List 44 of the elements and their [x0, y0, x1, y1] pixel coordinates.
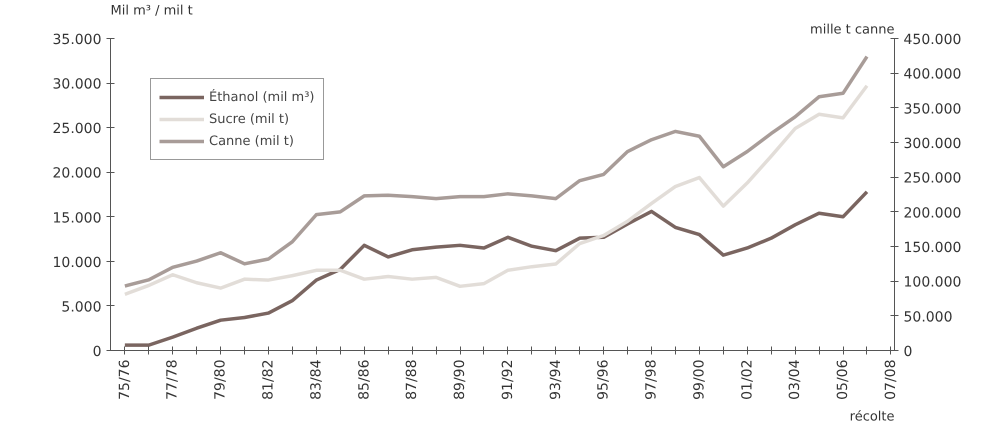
y-tick-label: 0: [92, 344, 102, 360]
x-tick-label: 95/96: [596, 359, 612, 400]
y-tick-label: 30.000: [52, 76, 102, 93]
y2-tick-label: 300.000: [904, 136, 962, 152]
x-tick-label: 99/00: [691, 359, 708, 400]
y2-tick-label: 150.000: [904, 240, 962, 256]
y2-tick-label: 0: [904, 344, 912, 360]
x-tick-label: 01/02: [739, 359, 756, 400]
legend-label: Canne (mil t): [209, 134, 294, 148]
x-tick-label: 75/76: [116, 359, 133, 400]
y2-axis-title: mille t canne: [810, 22, 895, 38]
y2-tick-label: 200.000: [904, 205, 962, 222]
x-tick-label: 87/88: [404, 359, 420, 400]
x-tick-label: 83/84: [308, 359, 324, 400]
y-tick-label: 15.000: [52, 210, 102, 226]
line-series: [123, 84, 869, 296]
y2-tick-label: 100.000: [904, 274, 962, 291]
x-tick-label: 77/78: [164, 359, 181, 400]
y2-tick-label: 250.000: [904, 170, 962, 187]
y-tick-label: 10.000: [52, 254, 102, 271]
x-tick-label: 97/98: [644, 359, 660, 400]
y-tick-label: 20.000: [52, 166, 102, 182]
x-tick-label: 81/82: [260, 359, 276, 400]
legend-label: Sucre (mil t): [209, 112, 290, 126]
y2-tick-label: 450.000: [904, 32, 962, 48]
y-axis-title: Mil m³ / mil t: [110, 4, 193, 18]
y2-tick-label: 350.000: [904, 101, 962, 118]
y2-tick-label: 400.000: [904, 66, 962, 83]
y-tick-label: 35.000: [52, 32, 102, 48]
x-tick-label: 05/06: [835, 359, 852, 400]
x-axis-title: récolte: [850, 410, 895, 424]
x-tick-label: 93/94: [548, 359, 564, 400]
y-tick-label: 25.000: [52, 121, 102, 138]
legend-label: Éthanol (mil m³): [209, 90, 314, 104]
x-tick-label: 07/08: [882, 359, 899, 400]
line-series: [123, 54, 869, 288]
y2-tick-label: 50.000: [904, 309, 952, 326]
x-tick-label: 89/90: [452, 359, 468, 400]
x-tick-label: 03/04: [787, 359, 804, 400]
line-series: [123, 190, 869, 347]
x-tick-label: 91/92: [500, 359, 516, 400]
x-tick-label: 85/86: [356, 359, 372, 400]
y-tick-label: 5.000: [61, 299, 102, 316]
x-tick-label: 79/80: [212, 359, 229, 400]
